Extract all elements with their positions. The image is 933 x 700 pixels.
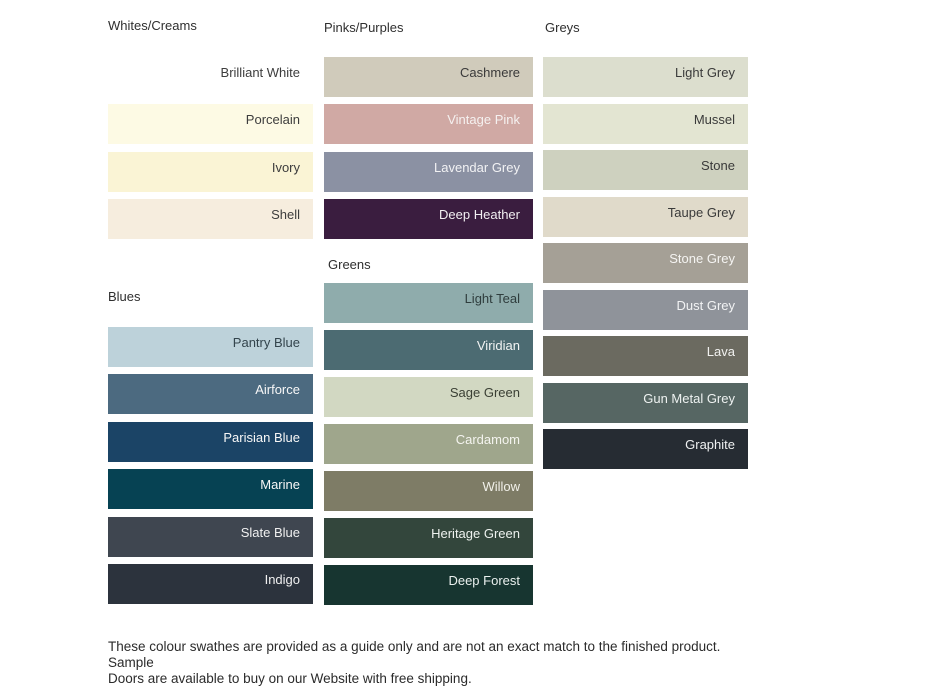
swatch-label: Stone Grey [669,251,735,266]
swatch-lava: Lava [543,336,748,376]
swatch-pantry-blue: Pantry Blue [108,327,313,367]
swatch-label: Deep Forest [448,573,520,588]
swatch-lavendar-grey: Lavendar Grey [324,151,533,192]
swatch-deep-heather: Deep Heather [324,199,533,240]
swatch-list-blues: Pantry Blue Airforce Parisian Blue Marine Sl… [108,327,313,604]
swatch-label: Sage Green [449,385,520,400]
swatch-slate-blue: Slate Blue [108,516,313,557]
swatch-label: Slate Blue [240,524,300,540]
swatch-viridian: Viridian [324,330,533,370]
group-title-whites-creams: Whites/Creams [108,18,197,33]
swatch-label: Brilliant White [220,65,300,80]
swatch-deep-forest: Deep Forest [324,565,533,605]
swatch-label: Airforce [255,382,300,398]
group-title-blues: Blues [108,289,141,304]
swatch-parisian-blue: Parisian Blue [108,421,313,462]
swatch-cashmere: Cashmere [324,57,533,97]
group-title-greys: Greys [545,20,580,35]
swatch-label: Cashmere [460,65,520,80]
swatch-label: Taupe Grey [667,204,735,220]
swatch-taupe-grey: Taupe Grey [543,196,748,237]
swatch-marine: Marine [108,469,313,510]
swatch-label: Viridian [476,338,520,353]
swatch-heritage-green: Heritage Green [324,518,533,558]
swatch-light-grey: Light Grey [543,57,748,97]
swatch-label: Gun Metal Grey [643,390,735,406]
swatch-porcelain: Porcelain [108,104,313,145]
swatch-label: Willow [482,479,520,494]
swatch-label: Lava [706,344,735,359]
swatch-label: Graphite [685,437,735,452]
swatch-label: Deep Heather [439,207,520,223]
swatch-graphite: Graphite [543,429,748,469]
swatch-label: Cardamom [455,432,520,447]
swatch-light-teal: Light Teal [324,283,533,323]
swatch-list-greys: Light Grey Mussel Stone Taupe Grey Stone Gre… [543,57,748,469]
swatch-label: Vintage Pink [447,112,520,128]
swatch-dust-grey: Dust Grey [543,289,748,330]
swatch-stone: Stone [543,150,748,190]
swatch-label: Indigo [264,571,300,587]
swatch-label: Heritage Green [431,526,520,541]
swatch-vintage-pink: Vintage Pink [324,104,533,145]
swatch-label: Light Teal [464,291,520,306]
swatch-gun-metal-grey: Gun Metal Grey [543,382,748,423]
swatch-label: Mussel [693,111,735,127]
swatch-label: Marine [260,477,300,493]
group-title-pinks-purples: Pinks/Purples [324,20,404,35]
swatch-sage-green: Sage Green [324,377,533,417]
swatch-label: Pantry Blue [232,335,300,350]
swatch-label: Lavendar Grey [434,159,520,175]
swatch-label: Parisian Blue [223,429,300,445]
swatch-brilliant-white: Brilliant White [108,57,313,97]
disclaimer-text: These colour swathes are provided as a g… [108,639,768,687]
disclaimer-line-2: Doors are available to buy on our Websit… [108,670,472,686]
swatch-willow: Willow [324,471,533,511]
swatch-label: Stone [701,158,735,173]
swatch-list-pinks-purples: Cashmere Vintage Pink Lavendar Grey Deep He… [324,57,533,240]
swatch-list-whites-creams: Brilliant White Porcelain Ivory Shell [108,57,313,240]
swatch-label: Light Grey [675,65,735,80]
disclaimer-line-1: These colour swathes are provided as a g… [108,639,728,670]
swatch-label: Ivory [271,159,300,175]
swatch-cardamom: Cardamom [324,424,533,464]
group-title-greens: Greens [328,257,371,272]
swatch-shell: Shell [108,199,313,240]
swatch-stone-grey: Stone Grey [543,243,748,283]
swatch-label: Dust Grey [676,297,735,313]
swatch-label: Porcelain [245,112,300,128]
swatch-indigo: Indigo [108,563,313,604]
swatch-mussel: Mussel [543,103,748,144]
swatch-airforce: Airforce [108,374,313,415]
swatch-label: Shell [271,207,300,223]
swatch-ivory: Ivory [108,151,313,192]
swatch-list-greens: Light Teal Viridian Sage Green Cardamom Will… [324,283,533,605]
